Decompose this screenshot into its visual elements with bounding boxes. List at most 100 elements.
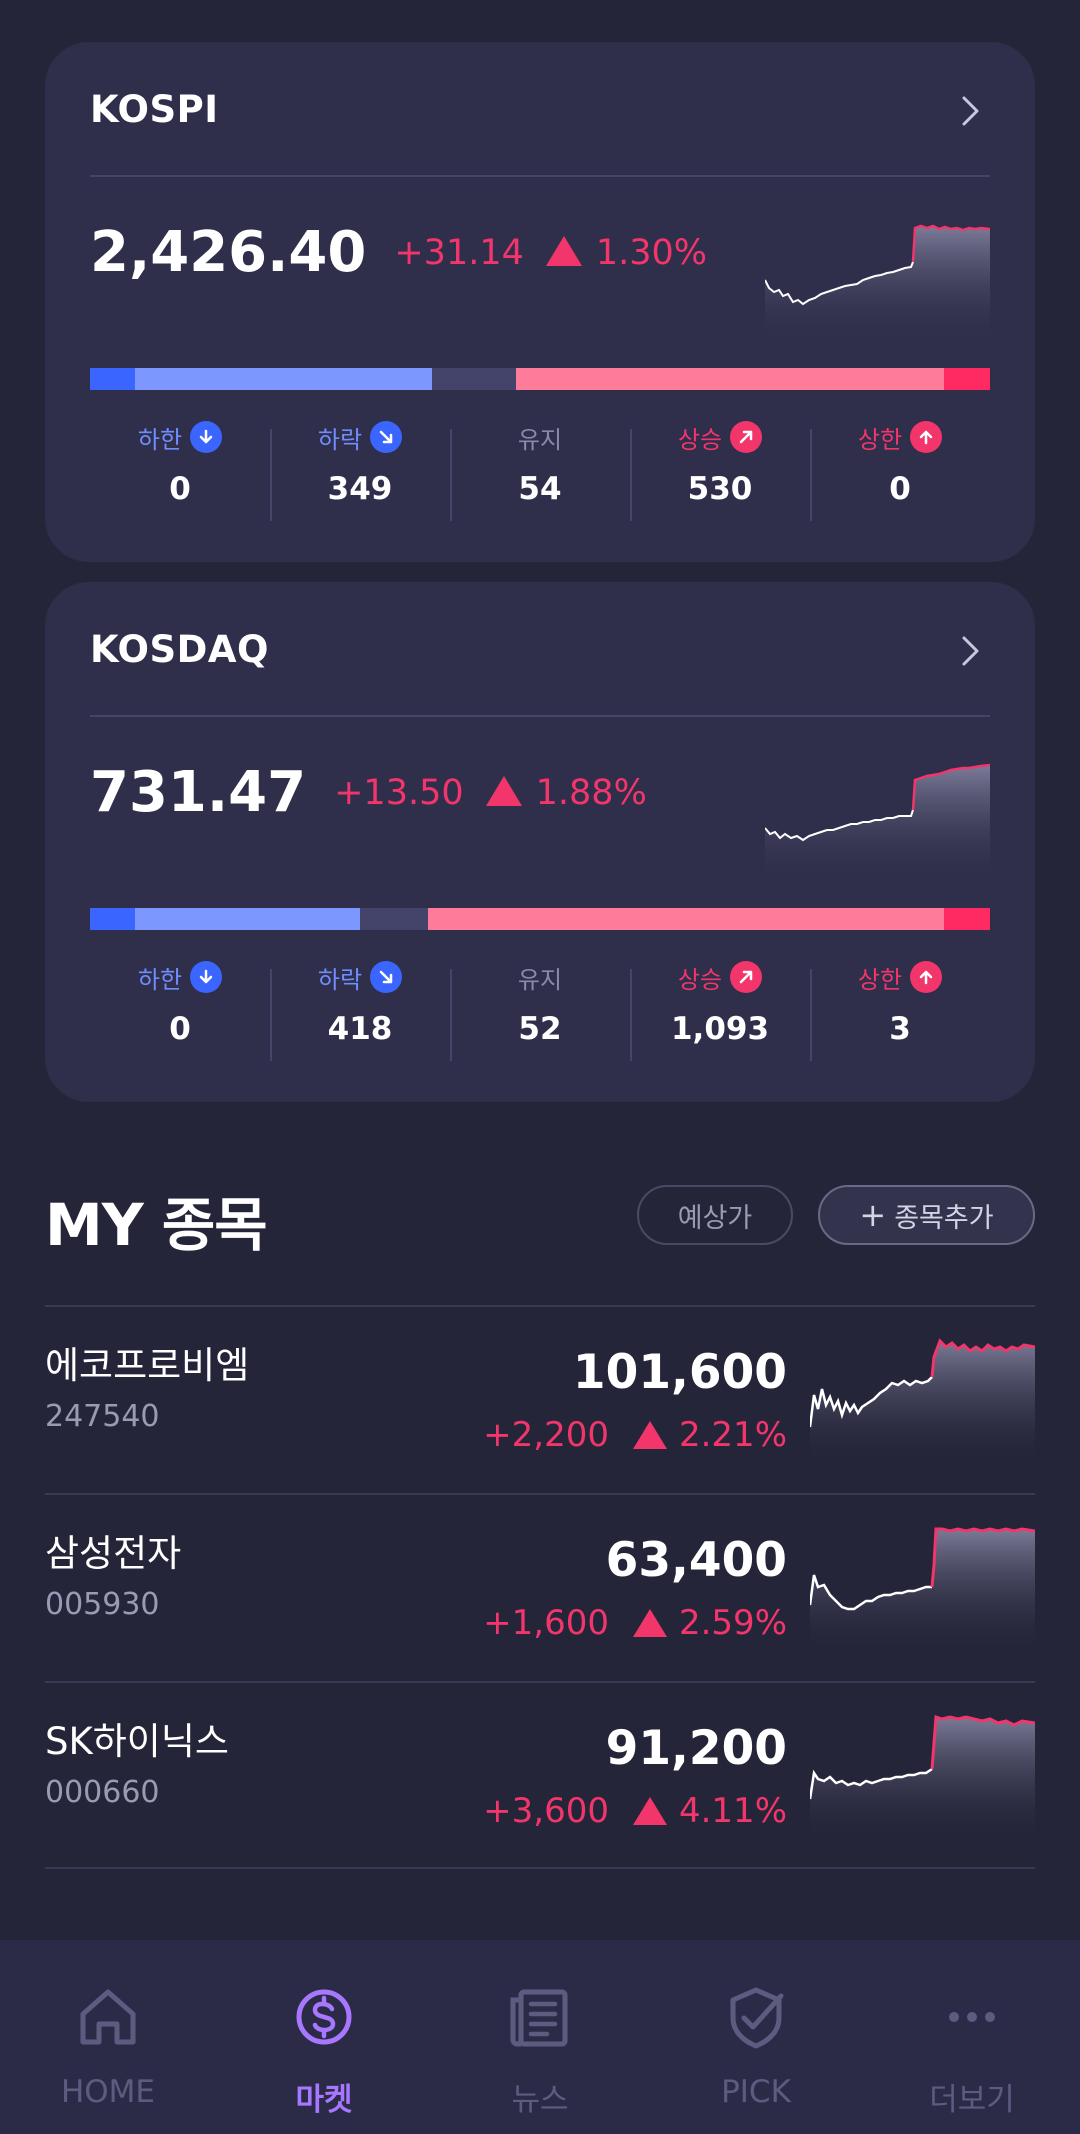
bar-limit-up <box>944 908 990 930</box>
stock-name: 삼성전자 <box>45 1532 182 1575</box>
more-dots-icon <box>949 2012 995 2022</box>
nav-home[interactable]: HOME <box>0 1940 216 2134</box>
stock-mini-chart <box>810 1338 1035 1465</box>
stat-label: 상승 <box>677 425 723 454</box>
stock-name: SK하이닉스 <box>45 1720 229 1763</box>
stock-row[interactable]: SK하이닉스 000660 91,200 +3,600 4.11% <box>45 1681 1035 1869</box>
nav-market[interactable]: 마켓 <box>216 1940 432 2134</box>
stat-label: 상승 <box>677 965 723 994</box>
stock-change-row: +1,600 2.59% <box>483 1603 787 1643</box>
index-change: +31.14 <box>394 232 524 273</box>
stat-value: 54 <box>518 471 562 507</box>
home-icon <box>80 1989 136 2045</box>
arrow-up-right-icon <box>730 961 763 993</box>
stat-label: 상한 <box>857 965 903 994</box>
stat-flat: 유지 52 <box>450 957 630 1061</box>
stock-row[interactable]: 에코프로비엠 247540 101,600 +2,200 2.21% <box>45 1305 1035 1493</box>
stat-label: 하락 <box>317 965 363 994</box>
stock-percent: 2.21% <box>678 1415 787 1455</box>
stat-label: 유지 <box>517 425 563 454</box>
index-percent: 1.30% <box>595 232 708 273</box>
bar-up <box>516 368 944 390</box>
bar-flat <box>432 368 516 390</box>
stock-code: 005930 <box>45 1587 160 1622</box>
index-quote: 2,426.40 +31.14 1.30% <box>90 220 707 285</box>
add-stock-label: 종목추가 <box>894 1202 994 1234</box>
add-stock-button[interactable]: + 종목추가 <box>818 1185 1035 1245</box>
forecast-price-button[interactable]: 예상가 <box>637 1185 793 1245</box>
stat-limit-up: 상한 3 <box>810 957 990 1061</box>
stat-value: 349 <box>327 471 393 507</box>
stat-value: 1,093 <box>670 1011 770 1047</box>
stat-value: 0 <box>169 471 191 507</box>
stat-up: 상승 530 <box>630 417 810 521</box>
stat-value: 52 <box>518 1011 562 1047</box>
arrow-up-right-icon <box>730 421 763 453</box>
stat-up: 상승 1,093 <box>630 957 810 1061</box>
stock-row[interactable]: 삼성전자 005930 63,400 +1,600 2.59% <box>45 1493 1035 1681</box>
stock-change: +1,600 <box>483 1603 609 1643</box>
stat-label: 하한 <box>137 965 183 994</box>
arrow-down-icon <box>190 421 223 453</box>
stock-change: +3,600 <box>483 1791 609 1831</box>
up-triangle-icon <box>545 235 582 266</box>
stat-down: 하락 349 <box>270 417 450 521</box>
index-name: KOSPI <box>90 88 219 131</box>
chevron-right-icon[interactable] <box>955 94 985 128</box>
nav-more[interactable]: 더보기 <box>864 1940 1080 2134</box>
stat-value: 0 <box>889 471 911 507</box>
stock-mini-chart <box>810 1714 1035 1841</box>
index-change: +13.50 <box>334 772 464 813</box>
up-triangle-icon <box>632 1421 667 1449</box>
stock-code: 000660 <box>45 1775 160 1810</box>
stock-code: 247540 <box>45 1399 160 1434</box>
index-percent: 1.88% <box>535 772 647 813</box>
index-value: 731.47 <box>90 760 307 825</box>
nav-label: 마켓 <box>295 2082 353 2118</box>
stock-name: 에코프로비엠 <box>45 1344 250 1387</box>
nav-news[interactable]: 뉴스 <box>432 1940 648 2134</box>
stat-value: 3 <box>889 1011 911 1047</box>
bar-up <box>428 908 944 930</box>
stat-down: 하락 418 <box>270 957 450 1061</box>
kosdaq-card[interactable]: KOSDAQ 731.47 +13.50 1.88% <box>45 582 1035 1102</box>
divider <box>90 175 990 177</box>
stat-limit-up: 상한 0 <box>810 417 990 521</box>
index-mini-chart <box>765 763 990 882</box>
chevron-right-icon[interactable] <box>955 634 985 668</box>
stock-price: 91,200 <box>605 1721 787 1776</box>
stock-change-row: +2,200 2.21% <box>483 1415 787 1455</box>
nav-label: 뉴스 <box>511 2082 569 2118</box>
stock-percent: 4.11% <box>678 1791 787 1831</box>
stock-price: 101,600 <box>572 1345 787 1400</box>
stat-label: 하락 <box>317 425 363 454</box>
nav-label: HOME <box>60 2074 156 2110</box>
section-title: MY 종목 <box>45 1191 268 1259</box>
newspaper-icon <box>510 1989 568 2047</box>
up-triangle-icon <box>632 1609 667 1637</box>
stat-flat: 유지 54 <box>450 417 630 521</box>
stock-change: +2,200 <box>483 1415 609 1455</box>
stat-label: 하한 <box>137 425 183 454</box>
arrow-up-icon <box>910 421 943 453</box>
bar-limit-down <box>90 368 135 390</box>
stock-list: 에코프로비엠 247540 101,600 +2,200 2.21% <box>45 1305 1035 1869</box>
bottom-nav: HOME 마켓 뉴스 PICK <box>0 1940 1080 2134</box>
check-shield-icon <box>730 1987 784 2049</box>
plus-icon: + <box>859 1196 887 1234</box>
stock-price: 63,400 <box>605 1533 787 1588</box>
index-name: KOSDAQ <box>90 628 269 671</box>
up-triangle-icon <box>485 775 522 806</box>
bar-flat <box>360 908 428 930</box>
index-mini-chart <box>765 224 990 342</box>
up-triangle-icon <box>632 1797 667 1825</box>
breadth-bar <box>90 908 990 930</box>
stat-limit-down: 하한 0 <box>90 417 270 517</box>
nav-label: 더보기 <box>929 2082 1015 2118</box>
dollar-coin-icon <box>296 1989 352 2045</box>
stat-limit-down: 하한 0 <box>90 957 270 1057</box>
nav-pick[interactable]: PICK <box>648 1940 864 2134</box>
stock-change-row: +3,600 4.11% <box>483 1791 787 1831</box>
kospi-card[interactable]: KOSPI 2,426.40 +31.14 1.30% <box>45 42 1035 562</box>
index-quote: 731.47 +13.50 1.88% <box>90 760 647 825</box>
